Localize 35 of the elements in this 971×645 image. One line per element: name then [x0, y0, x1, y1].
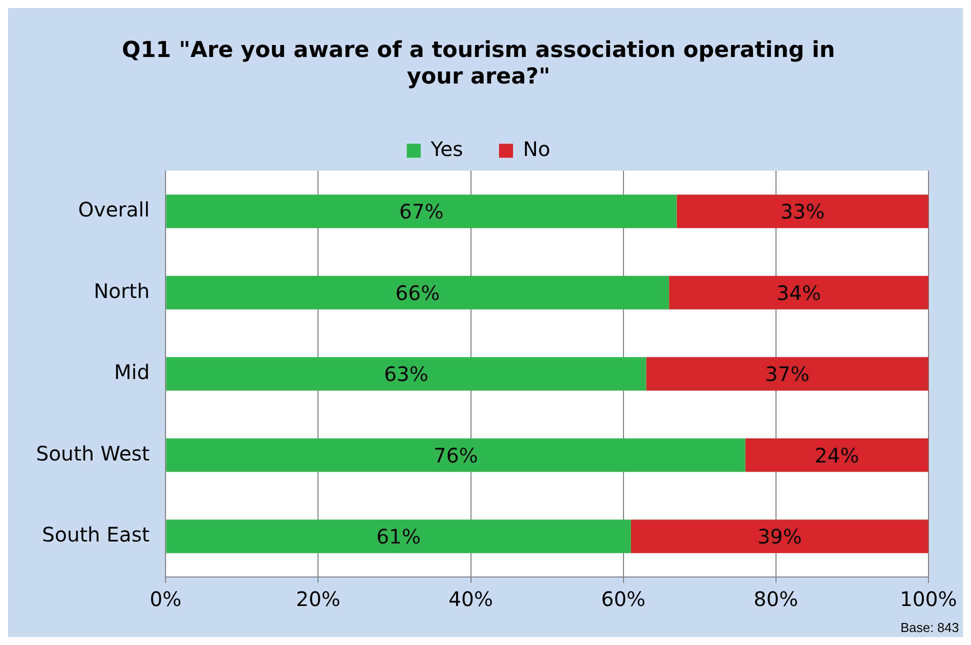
y-tick-label: South West	[36, 441, 150, 466]
x-tick-label: 0%	[150, 587, 182, 612]
x-tick-label: 80%	[754, 587, 798, 612]
bar	[166, 520, 631, 554]
x-tick-label: 100%	[900, 587, 958, 612]
bar	[669, 276, 928, 310]
legend-label: Yes	[430, 137, 464, 162]
bar	[166, 276, 670, 310]
legend-label: No	[523, 137, 550, 162]
data-label: 63%	[384, 362, 428, 386]
data-label: 67%	[399, 200, 444, 224]
bar	[646, 357, 928, 391]
y-tick-label: South East	[42, 522, 150, 547]
x-tick-label: 60%	[601, 587, 646, 612]
data-label: 34%	[776, 280, 821, 305]
y-tick-label: Overall	[78, 198, 150, 222]
data-label: 39%	[757, 524, 802, 549]
y-tick-label: Mid	[114, 360, 150, 384]
data-label: 66%	[395, 280, 440, 305]
x-tick-label: 40%	[448, 587, 493, 612]
y-tick-label: North	[94, 278, 150, 303]
data-label: 37%	[765, 362, 810, 386]
chart-title: Q11 "Are you aware of a tourism association operating in your area?"	[122, 38, 836, 90]
text: Base: 843	[900, 620, 959, 636]
bar	[166, 357, 646, 391]
data-label: 33%	[780, 200, 825, 224]
bar	[676, 194, 928, 228]
bar	[166, 194, 677, 228]
data-label: 24%	[814, 443, 860, 468]
x-tick-label: 20%	[296, 587, 340, 612]
bar	[745, 438, 928, 472]
data-label: 61%	[376, 524, 421, 549]
bar	[630, 520, 928, 554]
data-label: 76%	[434, 443, 478, 468]
bar	[166, 438, 746, 472]
